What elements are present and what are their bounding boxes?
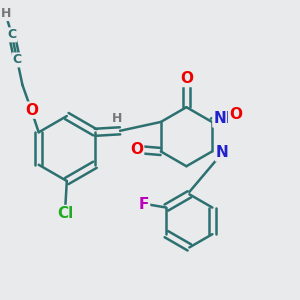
Text: C: C (7, 28, 16, 41)
Text: O: O (180, 71, 193, 86)
Text: O: O (25, 103, 38, 118)
Text: O: O (229, 107, 242, 122)
Text: H: H (1, 7, 12, 20)
Text: Cl: Cl (57, 206, 74, 221)
Text: N: N (216, 146, 229, 160)
Text: C: C (13, 53, 22, 66)
Text: F: F (139, 196, 149, 211)
Text: H: H (112, 112, 122, 125)
Text: NH: NH (213, 112, 239, 127)
Text: O: O (130, 142, 143, 158)
